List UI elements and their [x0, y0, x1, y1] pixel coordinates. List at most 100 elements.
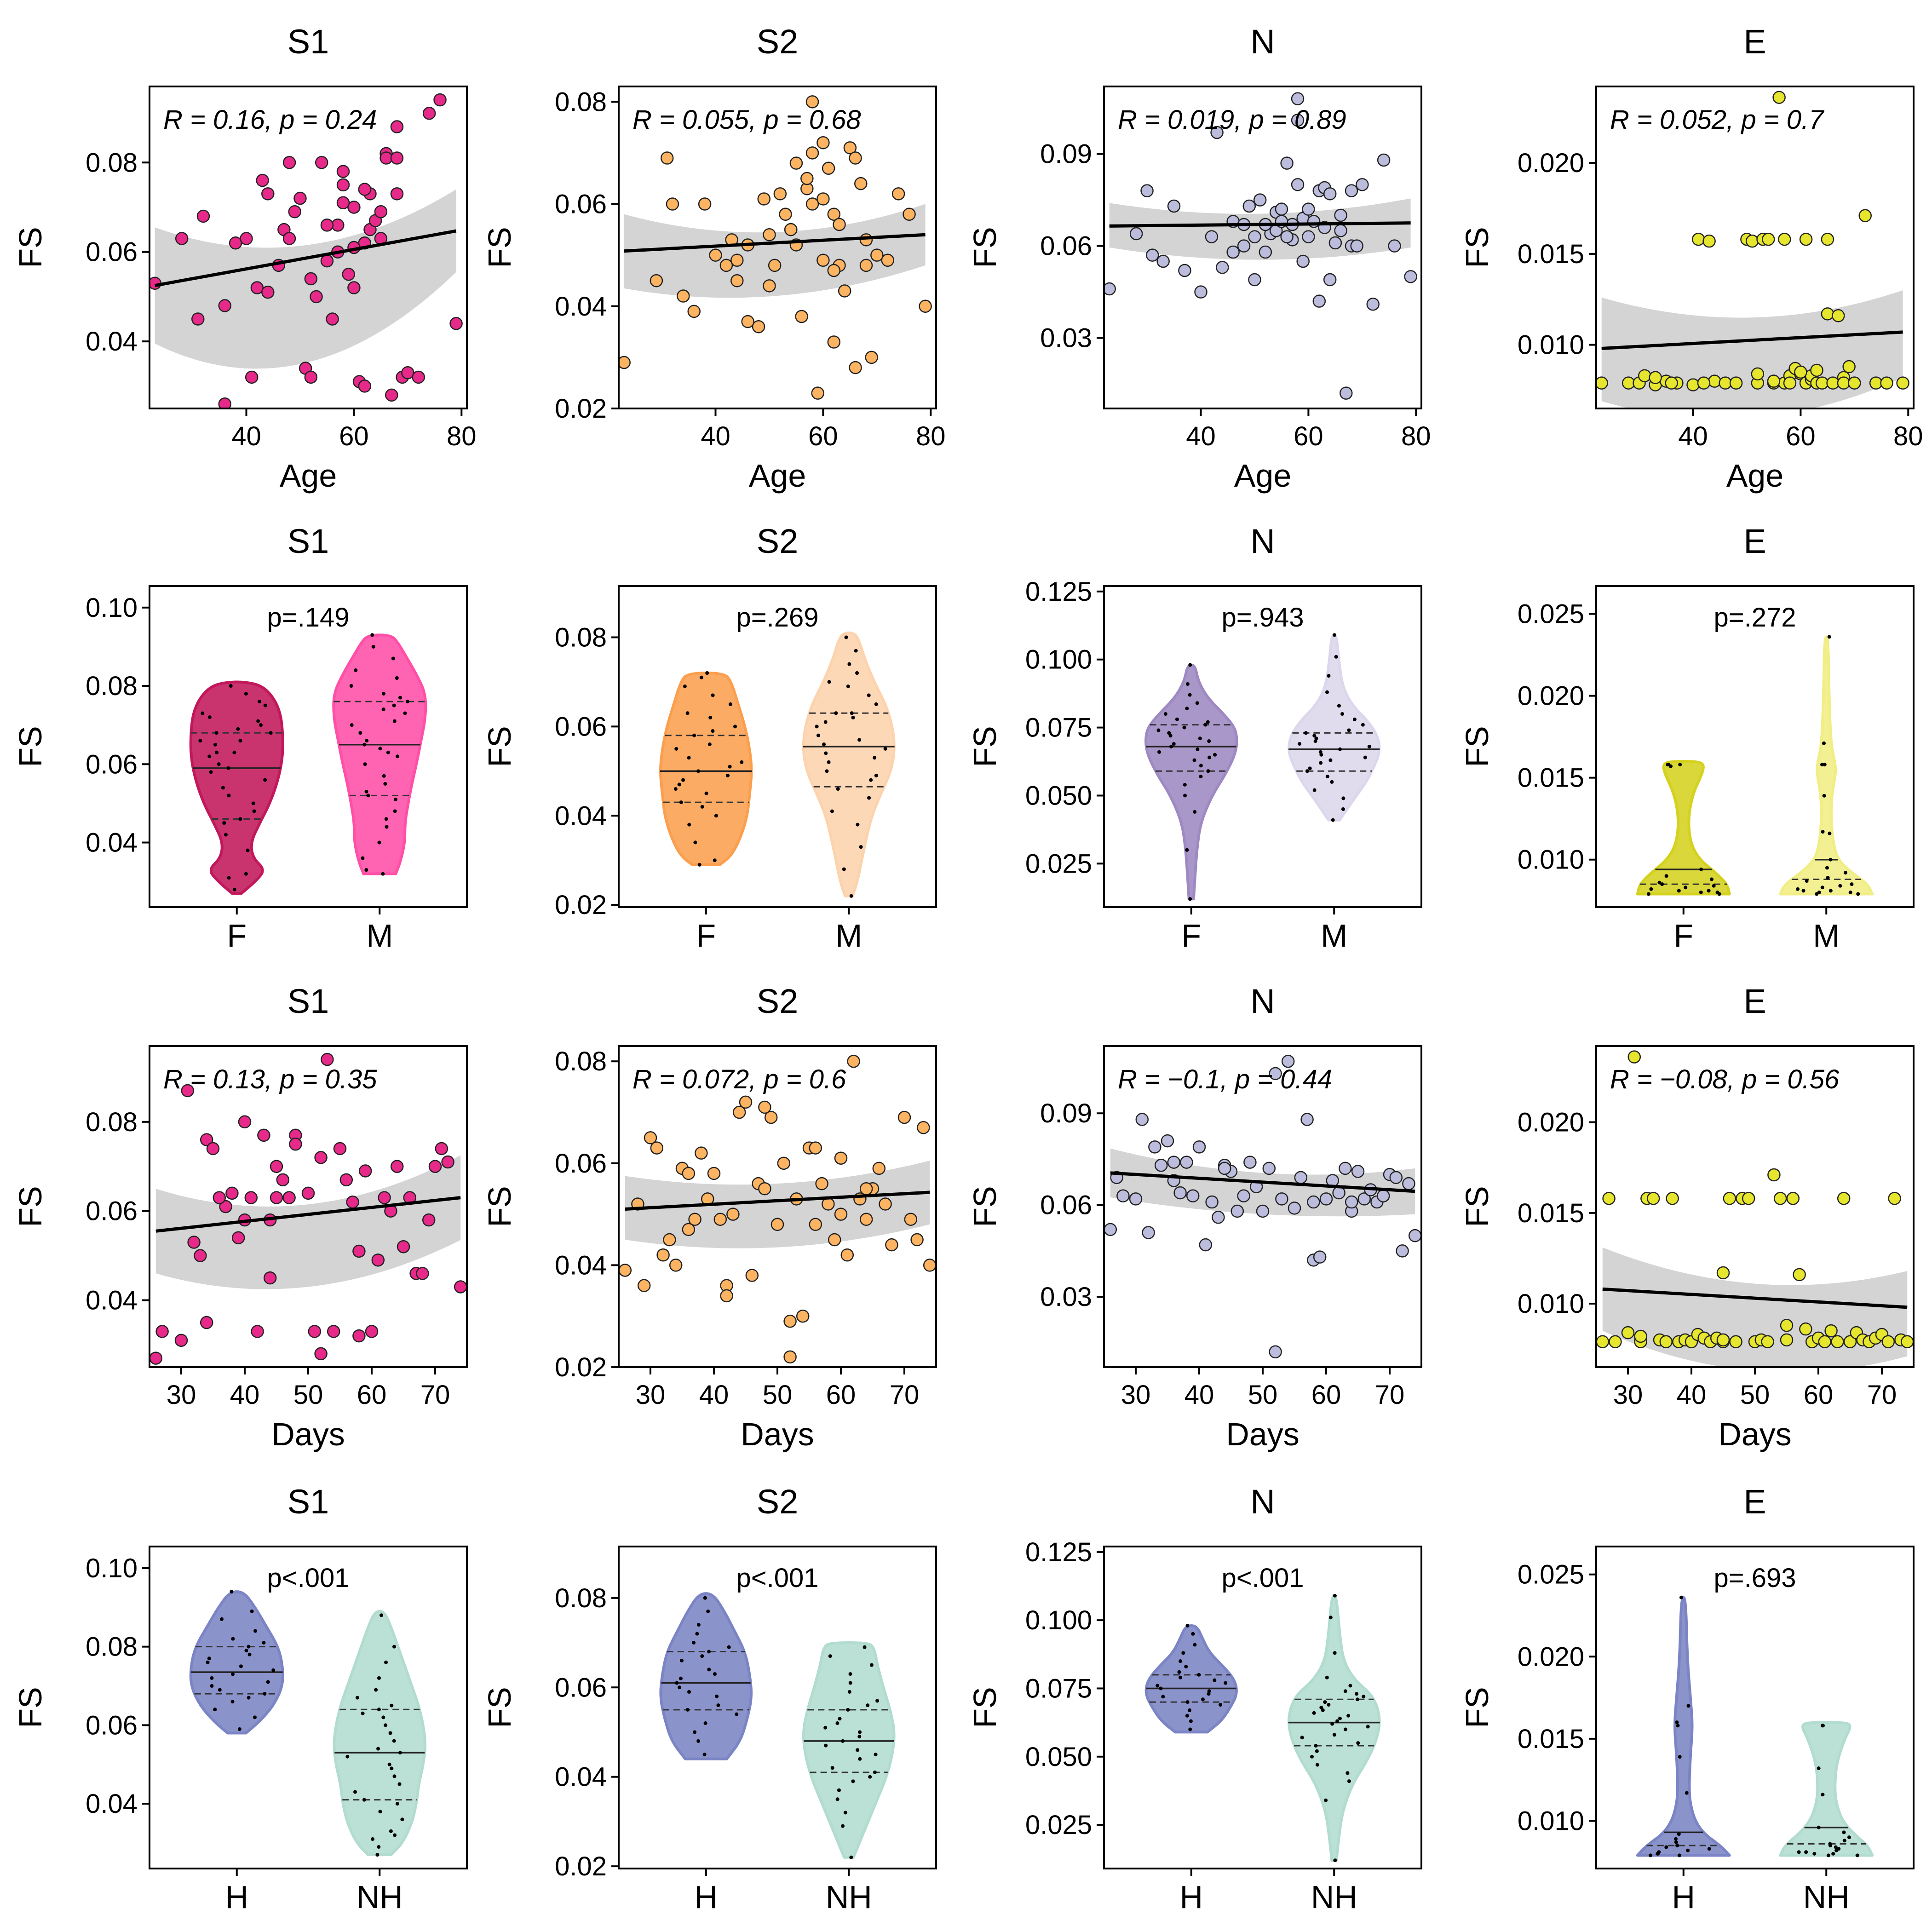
violin-NH — [1287, 1594, 1381, 1862]
scatter-point — [1622, 376, 1635, 390]
data-point — [733, 724, 737, 729]
scatter-point — [1767, 374, 1781, 388]
data-point — [381, 707, 385, 712]
scatter-point — [1237, 239, 1251, 253]
scatter-point — [682, 1223, 696, 1236]
scatter-point — [1900, 1335, 1914, 1349]
scatter-point — [1104, 1223, 1117, 1236]
panel-title: N — [1250, 1483, 1275, 1521]
scatter-point — [1761, 1335, 1774, 1349]
data-point — [377, 840, 381, 845]
data-point — [1715, 890, 1719, 894]
data-point — [1338, 747, 1342, 751]
data-point — [1347, 728, 1351, 732]
data-point — [213, 742, 218, 747]
scatter-point — [331, 218, 345, 232]
data-point — [1157, 750, 1162, 754]
scatter-point — [378, 1191, 391, 1204]
p-value-annotation: p=.149 — [267, 603, 349, 632]
scatter-point — [840, 1248, 854, 1262]
scatter-point — [919, 299, 932, 313]
scatter-point — [1821, 232, 1834, 246]
data-point — [1805, 879, 1809, 883]
data-point — [201, 711, 205, 715]
data-point — [1333, 1858, 1337, 1863]
y-axis-label: FS — [1459, 1186, 1495, 1227]
data-point — [827, 760, 831, 764]
y-tick-label: 0.06 — [86, 749, 138, 779]
data-point — [687, 822, 691, 827]
x-axis-label: Age — [1726, 458, 1784, 494]
scatter-point — [1205, 230, 1219, 243]
plot-area — [1596, 91, 1909, 408]
scatter-point — [770, 1218, 784, 1231]
data-point — [244, 872, 248, 876]
y-tick-label: 0.04 — [555, 292, 607, 322]
data-point — [678, 1676, 683, 1680]
panel-frame — [618, 585, 937, 908]
scatter-point — [251, 1325, 264, 1338]
scatter-point — [1156, 254, 1170, 268]
data-point — [849, 1855, 853, 1859]
scatter-point — [827, 264, 841, 277]
data-point — [856, 1748, 860, 1752]
data-point — [867, 693, 871, 697]
violin-H — [1636, 1596, 1731, 1857]
scatter-point — [213, 1191, 226, 1204]
regression-line — [624, 233, 926, 253]
plot-area — [150, 1052, 467, 1365]
scatter-point — [219, 1200, 232, 1213]
scatter-point — [1116, 1189, 1130, 1202]
scatter-point — [1742, 1192, 1755, 1205]
data-point — [1366, 1725, 1370, 1729]
correlation-annotation: R = 0.13, p = 0.35 — [163, 1064, 377, 1094]
scatter-point — [231, 1231, 245, 1245]
data-point — [1677, 889, 1681, 893]
x-category-label: H — [1179, 1879, 1203, 1915]
data-point — [377, 1845, 381, 1849]
data-point — [396, 754, 400, 759]
scatter-point — [1296, 254, 1310, 268]
data-point — [1820, 763, 1824, 767]
x-category-label: H — [225, 1879, 248, 1915]
scatter-point — [1205, 1195, 1219, 1209]
scatter-point — [433, 93, 447, 107]
data-point — [382, 692, 386, 696]
panel-title: E — [1743, 23, 1766, 61]
scatter-point — [336, 196, 350, 210]
x-tick-label: 60 — [1311, 1380, 1341, 1410]
x-axis-label: Days — [741, 1416, 814, 1452]
scatter-point — [795, 310, 808, 323]
data-point — [405, 700, 409, 704]
p-value-annotation: p<.001 — [267, 1563, 349, 1593]
panel-r3c2: S2 FS 0.02 0.04 0.06 0.08 R = 0.072, p = 0.6 30… — [482, 982, 937, 1452]
y-axis-label: FS — [12, 1687, 48, 1728]
data-point — [1677, 1853, 1681, 1857]
data-point — [696, 1739, 701, 1743]
data-point — [1822, 741, 1826, 745]
violin-M — [802, 631, 896, 897]
data-point — [846, 1708, 850, 1712]
scatter-point — [707, 1167, 721, 1180]
plot-area — [1144, 1593, 1381, 1863]
scatter-point — [261, 187, 275, 201]
scatter-point — [1300, 1113, 1314, 1126]
x-category-label: H — [1672, 1879, 1695, 1915]
data-point — [231, 1637, 235, 1641]
data-point — [250, 1609, 254, 1613]
data-point — [1185, 707, 1189, 711]
data-point — [236, 727, 240, 731]
y-tick-label: 0.06 — [86, 1196, 138, 1226]
data-point — [394, 797, 398, 801]
correlation-annotation: R = 0.019, p = 0.89 — [1118, 105, 1346, 135]
y-tick-label: 0.015 — [1518, 239, 1584, 269]
data-point — [848, 1681, 852, 1685]
scatter-point — [1786, 1192, 1800, 1205]
data-point — [210, 1676, 214, 1680]
data-point — [713, 858, 717, 862]
scatter-point — [816, 253, 830, 267]
panel-frame — [1103, 1546, 1422, 1869]
scatter-point — [321, 1052, 334, 1066]
scatter-point — [1323, 273, 1337, 287]
data-point — [1361, 723, 1365, 727]
